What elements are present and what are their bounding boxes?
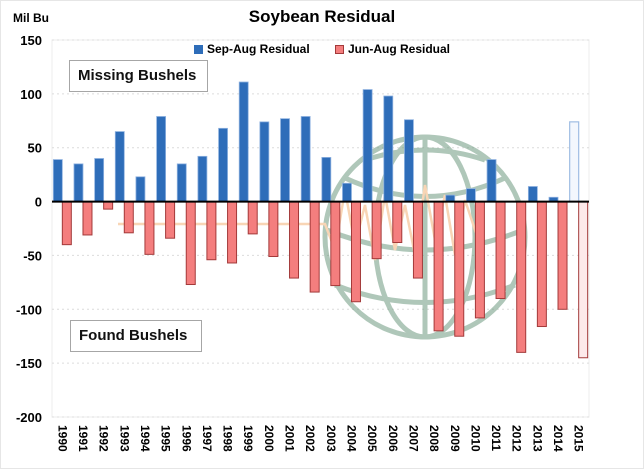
bar-sep-aug-2003 (321, 157, 332, 202)
bar-jun-aug-1991 (82, 201, 93, 236)
legend-item-sep-aug: Sep-Aug Residual (194, 42, 310, 56)
bar-jun-aug-2007 (412, 201, 423, 279)
plot-area (51, 39, 590, 418)
x-tick-label: 1991 (76, 425, 90, 452)
x-tick-label: 1997 (200, 425, 214, 452)
x-tick-label: 1995 (159, 425, 173, 452)
x-tick-label: 1996 (179, 425, 193, 452)
x-tick-label: 2010 (468, 425, 482, 452)
bar-sep-aug-1991 (73, 163, 84, 202)
bar-jun-aug-2005 (371, 201, 382, 260)
bar-jun-aug-2008 (433, 201, 444, 332)
bar-sep-aug-1995 (156, 116, 166, 202)
y-tick-label: 50 (28, 141, 42, 156)
bar-jun-aug-1994 (144, 201, 155, 255)
bar-jun-aug-1998 (227, 201, 238, 264)
x-tick-label: 2002 (303, 425, 317, 452)
bar-sep-aug-1994 (135, 176, 146, 202)
x-tick-label: 1998 (221, 425, 235, 452)
y-axis-unit-label: Mil Bu (13, 11, 49, 25)
x-tick-label: 2007 (406, 425, 420, 452)
gridlines (51, 39, 590, 418)
x-axis-ticks: 1990 1991 1992 1993 1994 1995 1996 1997 1998 1999… (55, 425, 585, 452)
bar-sep-aug-1997 (197, 155, 208, 202)
bar-jun-aug-2002 (309, 201, 320, 293)
bar-sep-aug-2011 (486, 159, 497, 202)
legend-swatch-red (335, 44, 344, 54)
y-tick-label: -50 (23, 248, 42, 263)
bar-jun-aug-1993 (123, 201, 134, 234)
y-axis-ticks: 150 100 50 0 -50 -100 -150 -200 (16, 33, 42, 425)
bar-jun-aug-2004 (350, 201, 361, 303)
y-tick-label: 100 (20, 87, 42, 102)
bar-sep-aug-2010 (466, 188, 476, 202)
bar-jun-aug-1990 (61, 201, 72, 246)
x-tick-label: 2008 (427, 425, 441, 452)
bar-jun-aug-1992 (103, 201, 114, 210)
x-tick-label: 2014 (551, 425, 565, 452)
bar-sep-aug-1999 (238, 81, 249, 202)
bar-sep-aug-2004 (342, 182, 352, 202)
x-tick-label: 1993 (117, 425, 131, 452)
x-tick-label: 2000 (262, 425, 276, 452)
y-tick-label: 0 (35, 195, 42, 210)
bar-jun-aug-2014 (557, 201, 568, 310)
y-tick-label: -150 (16, 356, 42, 371)
bar-sep-aug-2013 (527, 186, 538, 202)
bar-jun-aug-2013 (536, 201, 547, 328)
bar-sep-aug-1992 (94, 158, 105, 202)
bar-jun-aug-2010 (474, 201, 485, 319)
x-tick-label: 2011 (489, 425, 503, 451)
bars (52, 81, 589, 359)
x-tick-label: 1999 (241, 425, 255, 452)
bar-sep-aug-1998 (218, 127, 228, 202)
x-tick-label: 2003 (324, 425, 338, 452)
bar-jun-aug-2011 (495, 201, 506, 300)
x-tick-label: 2004 (344, 425, 358, 452)
x-tick-label: 2015 (572, 425, 586, 452)
bar-sep-aug-1996 (176, 163, 187, 202)
y-tick-label: -200 (16, 410, 42, 425)
y-tick-label: 150 (20, 33, 42, 48)
x-tick-label: 2009 (448, 425, 462, 452)
legend-swatch-blue (194, 44, 203, 54)
x-tick-label: 1994 (138, 425, 152, 452)
x-tick-label: 2001 (283, 425, 297, 452)
bar-sep-aug-1990 (52, 159, 63, 202)
chart-title: Soybean Residual (248, 7, 396, 26)
x-tick-label: 1990 (55, 425, 69, 452)
bar-sep-aug-2000 (259, 121, 270, 202)
bar-jun-aug-2001 (289, 201, 300, 279)
bar-jun-aug-1995 (165, 201, 176, 239)
bar-jun-aug-2015 (578, 201, 589, 359)
bar-jun-aug-2006 (392, 201, 403, 244)
bar-jun-aug-1996 (185, 201, 196, 286)
bar-sep-aug-1993 (114, 131, 125, 202)
bar-jun-aug-2009 (454, 201, 465, 337)
x-tick-label: 2005 (365, 425, 379, 452)
annotation-found-bushels: Found Bushels (70, 320, 202, 352)
legend-label-jun-aug: Jun-Aug Residual (348, 42, 451, 56)
legend-label-sep-aug: Sep-Aug Residual (207, 42, 310, 56)
legend-item-jun-aug: Jun-Aug Residual (335, 42, 450, 56)
bar-sep-aug-2001 (280, 118, 290, 202)
bar-sep-aug-2002 (300, 116, 311, 202)
bar-sep-aug-2006 (383, 95, 394, 202)
x-tick-label: 2012 (510, 425, 524, 452)
bar-sep-aug-2005 (362, 89, 373, 202)
y-tick-label: -100 (16, 302, 42, 317)
bar-sep-aug-2007 (404, 119, 414, 202)
x-tick-label: 1992 (97, 425, 111, 452)
annotation-missing-bushels: Missing Bushels (69, 60, 208, 92)
bar-sep-aug-2015 (569, 121, 580, 203)
x-tick-label: 2006 (386, 425, 400, 452)
bar-jun-aug-2003 (330, 201, 341, 287)
x-tick-label: 2013 (530, 425, 544, 452)
bar-jun-aug-1997 (206, 201, 217, 261)
bar-jun-aug-2000 (268, 201, 279, 258)
bar-jun-aug-2012 (516, 201, 527, 353)
bar-jun-aug-1999 (247, 201, 258, 235)
